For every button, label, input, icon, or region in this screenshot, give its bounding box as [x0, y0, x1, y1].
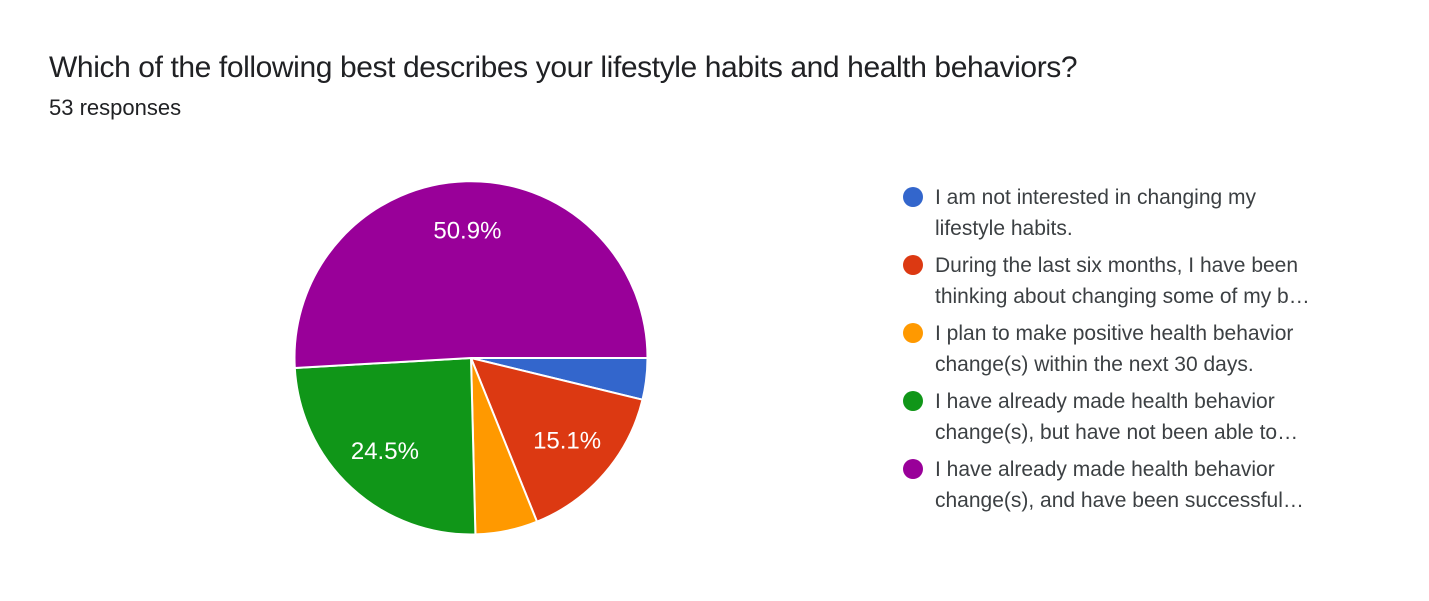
legend-item: I am not interested in changing my lifest…	[903, 182, 1373, 244]
legend-label-line: I have already made health behavior	[935, 458, 1275, 481]
response-count: 53 responses	[49, 95, 182, 120]
pie-slice-label: 50.9%	[433, 218, 501, 245]
legend-label-line: change(s), but have not been able to…	[935, 421, 1299, 444]
question-title: Which of the following best describes yo…	[49, 51, 1078, 84]
legend-color-dot	[903, 187, 923, 207]
legend-label-line: I have already made health behavior	[935, 390, 1275, 413]
legend-color-dot	[903, 391, 923, 411]
legend-label: I have already made health behavior chang…	[935, 386, 1298, 448]
legend-label-line: thinking about changing some of my b…	[935, 285, 1310, 308]
legend: I am not interested in changing my lifest…	[903, 182, 1373, 522]
legend-label-line: During the last six months, I have been	[935, 254, 1299, 277]
legend-label-line: I am not interested in changing my	[935, 186, 1257, 209]
legend-label-line: change(s) within the next 30 days.	[935, 353, 1254, 376]
legend-label: I plan to make positive health behavior c…	[935, 318, 1293, 380]
legend-item: I have already made health behavior chang…	[903, 454, 1373, 516]
legend-label-line: change(s), and have been successful…	[935, 489, 1304, 512]
pie-slice[interactable]	[470, 357, 644, 523]
pie-slice-label: 15.1%	[533, 428, 601, 455]
legend-label-line: lifestyle habits.	[935, 217, 1073, 240]
legend-label: I have already made health behavior chang…	[935, 454, 1304, 516]
pie-slice-label: 24.5%	[351, 438, 419, 465]
pie-chart: 15.1% 24.5% 50.9%	[293, 180, 649, 536]
legend-item: I plan to make positive health behavior c…	[903, 318, 1373, 380]
legend-color-dot	[903, 459, 923, 479]
legend-item: I have already made health behavior chang…	[903, 386, 1373, 448]
legend-label: I am not interested in changing my lifest…	[935, 182, 1256, 244]
pie-slice[interactable]	[293, 357, 477, 536]
legend-color-dot	[903, 323, 923, 343]
legend-label: During the last six months, I have been t…	[935, 250, 1310, 312]
legend-label-line: I plan to make positive health behavior	[935, 322, 1294, 345]
legend-item: During the last six months, I have been t…	[903, 250, 1373, 312]
legend-color-dot	[903, 255, 923, 275]
pie-slice[interactable]	[293, 180, 649, 369]
